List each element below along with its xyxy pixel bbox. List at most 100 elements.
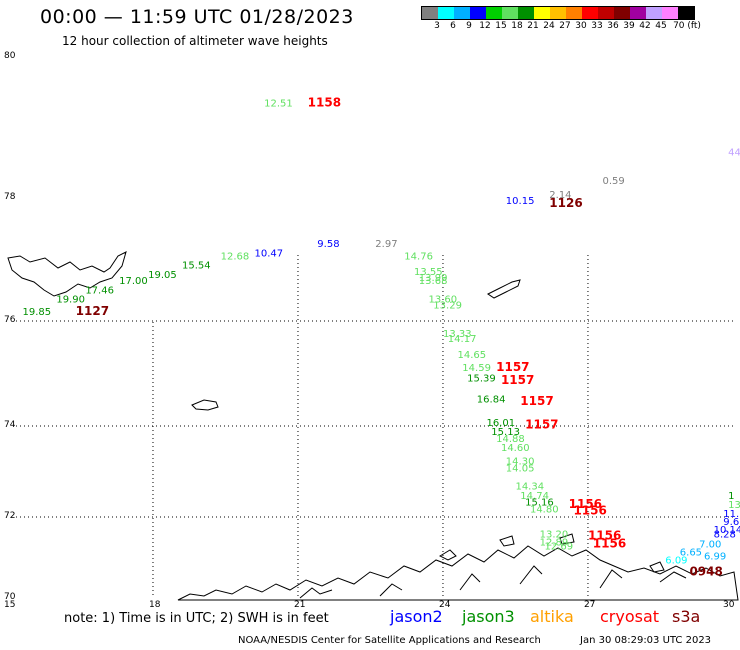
- svalbard-coast: [7, 251, 127, 297]
- observation-time: 1157: [525, 417, 558, 431]
- longitude-label: 24: [438, 600, 451, 610]
- wave-height-value: 15.13: [491, 427, 520, 438]
- satellite-label-jason3: jason3: [462, 607, 515, 626]
- wave-height-value: 17.46: [85, 285, 114, 296]
- wave-height-value: 13.33: [443, 329, 472, 340]
- legend-label: 18: [511, 21, 523, 31]
- wave-height-value: 7.00: [699, 539, 721, 550]
- map-subtitle: 12 hour collection of altimeter wave hei…: [62, 34, 328, 48]
- legend-label: 42: [639, 21, 651, 31]
- legend-swatch: [486, 7, 502, 19]
- wave-height-value: 19.05: [148, 270, 177, 281]
- legend-label: 24: [543, 21, 555, 31]
- wave-height-value: 14.80: [530, 504, 559, 515]
- legend-label: 15: [495, 21, 507, 31]
- legend-swatch: [470, 7, 486, 19]
- observation-time: 1156: [573, 504, 606, 518]
- wave-height-value: 14.65: [457, 350, 486, 361]
- observation-time: 1126: [549, 196, 582, 210]
- wave-height-value: 19.90: [56, 295, 85, 306]
- bjornoya-coast: [191, 399, 219, 411]
- norway-islands: [438, 533, 665, 573]
- wave-height-value: 10.15: [506, 196, 535, 207]
- observation-time: 0948: [689, 565, 722, 579]
- latitude-label: 74: [4, 420, 16, 430]
- wave-height-legend: 3 6 9 12 15 18 21 24 27 30 33 36 39 42 45 70 (ft): [421, 6, 701, 31]
- wave-height-value: 14.88: [496, 434, 525, 445]
- wave-height-value: 14.74: [520, 491, 549, 502]
- observation-time: 1156: [569, 497, 602, 511]
- observation-time: 1158: [308, 95, 341, 109]
- wave-height-value: 12.89: [540, 537, 569, 548]
- legend-label: 30: [575, 21, 587, 31]
- wave-height-value: 14.59: [462, 363, 491, 374]
- latitude-label: 76: [4, 315, 16, 325]
- wave-height-value: 15.16: [525, 498, 554, 509]
- satellite-label-cryosat: cryosat: [600, 607, 660, 626]
- wave-height-value: 44.54: [728, 148, 740, 159]
- wave-height-value: 6.09: [665, 556, 687, 567]
- wave-height-value: 9.6: [723, 517, 739, 528]
- wave-height-value: 2.97: [375, 239, 397, 250]
- generation-timestamp: Jan 30 08:29:03 UTC 2023: [580, 635, 712, 646]
- wave-height-value: 14.30: [506, 457, 535, 468]
- norway-fjords: [299, 565, 687, 599]
- legend-swatch: [566, 7, 582, 19]
- legend-swatch: [662, 7, 678, 19]
- wave-height-value: 1: [728, 491, 734, 502]
- latitude-label: 70: [4, 592, 16, 602]
- latitude-label: 80: [4, 51, 16, 61]
- wave-height-value: 12.68: [221, 252, 250, 263]
- legend-swatch: [550, 7, 566, 19]
- legend-swatch: [646, 7, 662, 19]
- legend-swatch: [518, 7, 534, 19]
- wave-height-value: 16.84: [477, 394, 506, 405]
- wave-height-value: 0.59: [602, 176, 624, 187]
- wave-height-value: 14.17: [448, 334, 477, 345]
- wave-height-observations: 12.51 44.54 0.59 2.14 10.15 9.58 2.97 10.47 14.7…: [22, 98, 740, 566]
- longitude-label: 21: [293, 600, 306, 610]
- wave-height-value: 13.55: [414, 267, 443, 278]
- norway-coast: [177, 545, 739, 601]
- credit-line: NOAA/NESDIS Center for Satellite Applica…: [238, 635, 541, 646]
- observation-time: 1157: [520, 394, 553, 408]
- legend-color-bar: [421, 6, 695, 20]
- wave-height-value: 13.99: [419, 273, 448, 284]
- legend-label: 70 (ft): [673, 21, 701, 31]
- legend-swatch: [422, 7, 438, 19]
- legend-swatch: [454, 7, 470, 19]
- latitude-label: 78: [4, 192, 16, 202]
- legend-label: 12: [479, 21, 491, 31]
- legend-swatch: [582, 7, 598, 19]
- graticule: [16, 255, 736, 598]
- wave-height-value: 13: [728, 500, 740, 511]
- legend-swatch: [614, 7, 630, 19]
- legend-label: 9: [466, 21, 472, 31]
- satellite-label-jason2: jason2: [390, 607, 443, 626]
- legend-label: 33: [591, 21, 603, 31]
- wave-height-value: 14.34: [515, 482, 544, 493]
- observation-times: 1158112611271157115711571157115611561156…: [76, 95, 723, 578]
- observation-time: 1156: [593, 536, 626, 550]
- wave-height-value: 9.58: [317, 239, 339, 250]
- wave-height-value: 15.39: [467, 373, 496, 384]
- legend-label: 39: [623, 21, 635, 31]
- wave-height-value: 19.85: [22, 307, 51, 318]
- legend-label: 6: [450, 21, 456, 31]
- wave-height-value: 13.20: [540, 529, 569, 540]
- observation-time: 1127: [76, 304, 109, 318]
- wave-height-value: 10.14: [714, 525, 740, 536]
- legend-swatch: [630, 7, 646, 19]
- legend-label: 45: [655, 21, 667, 31]
- longitude-label: 30: [723, 600, 735, 610]
- legend-swatch: [502, 7, 518, 19]
- wave-height-value: 2.14: [549, 190, 571, 201]
- footnote: note: 1) Time is in UTC; 2) SWH is in fe…: [64, 611, 329, 626]
- latitude-label: 72: [4, 511, 16, 521]
- legend-swatch: [438, 7, 454, 19]
- wave-height-value: 17.00: [119, 276, 148, 287]
- legend-label: 27: [559, 21, 571, 31]
- wave-height-value: 12.69: [544, 541, 573, 552]
- observation-time: 1156: [588, 528, 621, 542]
